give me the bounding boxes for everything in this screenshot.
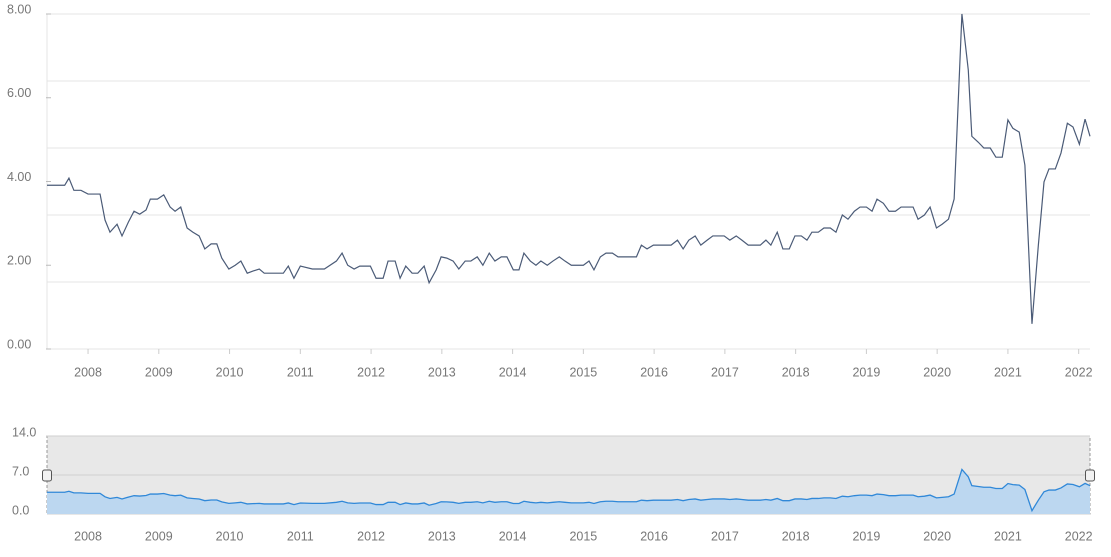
navigator-x-tick-label: 2021	[994, 529, 1022, 543]
navigator-x-tick-label: 2010	[216, 529, 244, 543]
x-tick-label: 2012	[357, 365, 385, 379]
navigator-x-tick-label: 2019	[852, 529, 880, 543]
x-tick-label: 2020	[923, 365, 951, 379]
x-tick-label: 2021	[994, 365, 1022, 379]
navigator-handle[interactable]	[42, 469, 52, 482]
navigator-x-tick-label: 2011	[287, 529, 314, 543]
y-tick-label: 0.00	[7, 337, 31, 351]
navigator-x-tick-label: 2014	[499, 529, 527, 543]
navigator-y-tick-label: 7.0	[12, 464, 29, 478]
x-tick-label: 2014	[499, 365, 527, 379]
navigator-line	[47, 468, 1091, 513]
navigator-x-tick-label: 2017	[711, 529, 739, 543]
navigator-y-tick-label: 0.0	[12, 503, 29, 517]
navigator-x-tick-label: 2013	[428, 529, 456, 543]
navigator-area	[47, 469, 1090, 514]
navigator-handle[interactable]	[1085, 469, 1095, 482]
x-tick-label: 2010	[216, 365, 244, 379]
navigator-x-tick-label: 2018	[782, 529, 810, 543]
navigator[interactable]: 0.0 7.0 14.0 2008 2009 2010 2011 2012 2013 2014 20…	[12, 425, 1095, 543]
y-tick-label: 8.00	[7, 2, 31, 16]
navigator-x-tick-label: 2009	[145, 529, 173, 543]
y-tick-label: 2.00	[7, 254, 31, 268]
x-tick-label: 2019	[852, 365, 880, 379]
navigator-x-tick-label: 2020	[923, 529, 951, 543]
navigator-x-tick-label: 2022	[1065, 529, 1093, 543]
navigator-x-tick-label: 2008	[74, 529, 102, 543]
x-tick-label: 2015	[569, 365, 597, 379]
x-tick-label: 2009	[145, 365, 173, 379]
x-tick-label: 2016	[640, 365, 668, 379]
data-line	[47, 13, 1091, 324]
navigator-x-tick-label: 2016	[640, 529, 668, 543]
x-tick-label: 2013	[428, 365, 456, 379]
navigator-x-tick-label: 2015	[569, 529, 597, 543]
x-tick-label: 2018	[782, 365, 810, 379]
navigator-x-tick-label: 2012	[357, 529, 385, 543]
navigator-y-tick-label: 14.0	[12, 425, 36, 439]
y-tick-label: 4.00	[7, 170, 31, 184]
x-tick-label: 2017	[711, 365, 739, 379]
y-tick-label: 6.00	[7, 86, 31, 100]
main-plot: 0.00 2.00 4.00 6.00 8.00 2008 2009 2010 2011 2012…	[7, 2, 1093, 379]
x-tick-label: 2011	[287, 365, 314, 379]
x-tick-label: 2022	[1065, 365, 1093, 379]
x-tick-label: 2008	[74, 365, 102, 379]
